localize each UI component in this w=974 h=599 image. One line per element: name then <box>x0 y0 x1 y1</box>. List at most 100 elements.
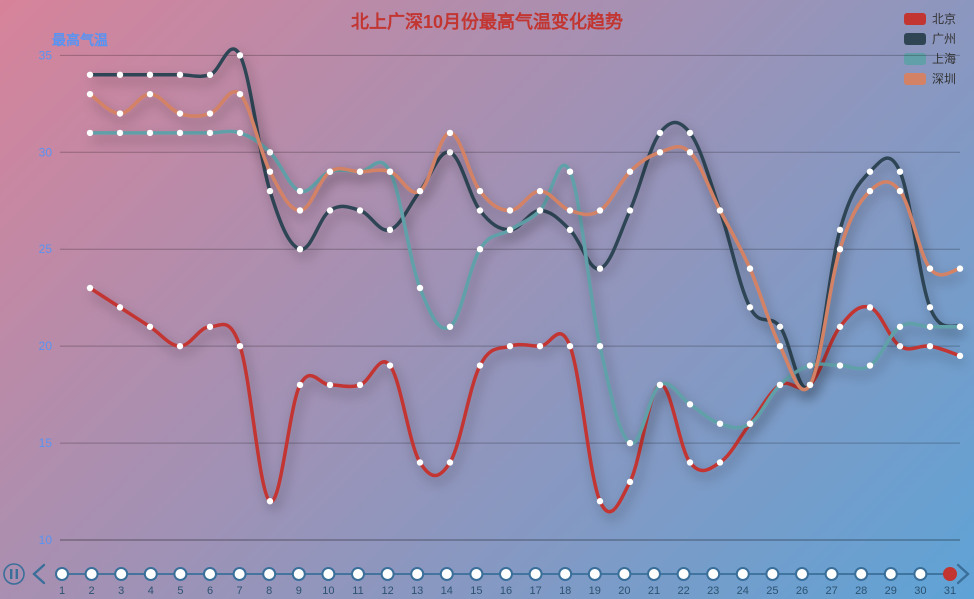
data-point[interactable] <box>477 246 483 252</box>
timeline-point[interactable] <box>115 568 127 580</box>
timeline-point[interactable] <box>441 568 453 580</box>
data-point[interactable] <box>957 265 963 271</box>
data-point[interactable] <box>627 479 633 485</box>
data-point[interactable] <box>837 362 843 368</box>
timeline-point[interactable] <box>737 568 749 580</box>
timeline-point[interactable] <box>263 568 275 580</box>
data-point[interactable] <box>87 91 93 97</box>
data-point[interactable] <box>687 149 693 155</box>
data-point[interactable] <box>237 343 243 349</box>
timeline-point[interactable] <box>470 568 482 580</box>
timeline-point[interactable] <box>885 568 897 580</box>
timeline-point[interactable] <box>618 568 630 580</box>
data-point[interactable] <box>837 227 843 233</box>
data-point[interactable] <box>657 130 663 136</box>
data-point[interactable] <box>627 207 633 213</box>
data-point[interactable] <box>237 52 243 58</box>
data-point[interactable] <box>87 72 93 78</box>
timeline-point[interactable] <box>204 568 216 580</box>
data-point[interactable] <box>837 324 843 330</box>
data-point[interactable] <box>747 420 753 426</box>
data-point[interactable] <box>387 362 393 368</box>
data-point[interactable] <box>657 149 663 155</box>
data-point[interactable] <box>537 188 543 194</box>
data-point[interactable] <box>507 343 513 349</box>
data-point[interactable] <box>837 246 843 252</box>
data-point[interactable] <box>717 459 723 465</box>
timeline-point[interactable] <box>411 568 423 580</box>
data-point[interactable] <box>477 188 483 194</box>
timeline-point[interactable] <box>707 568 719 580</box>
data-point[interactable] <box>177 72 183 78</box>
timeline-point[interactable] <box>86 568 98 580</box>
data-point[interactable] <box>117 304 123 310</box>
data-point[interactable] <box>597 265 603 271</box>
data-point[interactable] <box>147 130 153 136</box>
series-line[interactable] <box>90 288 960 512</box>
data-point[interactable] <box>927 304 933 310</box>
data-point[interactable] <box>897 188 903 194</box>
data-point[interactable] <box>297 207 303 213</box>
data-point[interactable] <box>687 459 693 465</box>
data-point[interactable] <box>237 130 243 136</box>
timeline-point[interactable] <box>648 568 660 580</box>
data-point[interactable] <box>897 324 903 330</box>
data-point[interactable] <box>87 130 93 136</box>
data-point[interactable] <box>567 343 573 349</box>
timeline-point[interactable] <box>944 568 956 580</box>
data-point[interactable] <box>207 72 213 78</box>
data-point[interactable] <box>147 72 153 78</box>
timeline-point[interactable] <box>678 568 690 580</box>
data-point[interactable] <box>387 227 393 233</box>
data-point[interactable] <box>537 343 543 349</box>
data-point[interactable] <box>867 362 873 368</box>
timeline-point[interactable] <box>855 568 867 580</box>
data-point[interactable] <box>777 324 783 330</box>
timeline-prev-icon[interactable] <box>34 565 44 583</box>
timeline-point[interactable] <box>914 568 926 580</box>
timeline-point[interactable] <box>530 568 542 580</box>
timeline-point[interactable] <box>293 568 305 580</box>
data-point[interactable] <box>477 207 483 213</box>
timeline-point[interactable] <box>352 568 364 580</box>
data-point[interactable] <box>297 382 303 388</box>
series-line[interactable] <box>90 49 960 388</box>
data-point[interactable] <box>627 168 633 174</box>
data-point[interactable] <box>447 459 453 465</box>
data-point[interactable] <box>507 227 513 233</box>
timeline-point[interactable] <box>145 568 157 580</box>
timeline-point[interactable] <box>174 568 186 580</box>
data-point[interactable] <box>957 324 963 330</box>
data-point[interactable] <box>327 382 333 388</box>
data-point[interactable] <box>327 207 333 213</box>
data-point[interactable] <box>867 188 873 194</box>
timeline-point[interactable] <box>322 568 334 580</box>
data-point[interactable] <box>327 168 333 174</box>
data-point[interactable] <box>927 324 933 330</box>
data-point[interactable] <box>777 382 783 388</box>
data-point[interactable] <box>87 285 93 291</box>
timeline-point[interactable] <box>796 568 808 580</box>
data-point[interactable] <box>687 401 693 407</box>
data-point[interactable] <box>447 149 453 155</box>
timeline-point[interactable] <box>766 568 778 580</box>
data-point[interactable] <box>177 110 183 116</box>
data-point[interactable] <box>897 168 903 174</box>
data-point[interactable] <box>417 459 423 465</box>
data-point[interactable] <box>387 168 393 174</box>
data-point[interactable] <box>417 188 423 194</box>
data-point[interactable] <box>567 227 573 233</box>
data-point[interactable] <box>267 188 273 194</box>
data-point[interactable] <box>417 285 423 291</box>
timeline-next-icon[interactable] <box>958 565 968 583</box>
data-point[interactable] <box>777 343 783 349</box>
data-point[interactable] <box>207 324 213 330</box>
data-point[interactable] <box>507 207 513 213</box>
data-point[interactable] <box>687 130 693 136</box>
data-point[interactable] <box>747 304 753 310</box>
data-point[interactable] <box>267 168 273 174</box>
data-point[interactable] <box>927 343 933 349</box>
timeline-point[interactable] <box>234 568 246 580</box>
data-point[interactable] <box>627 440 633 446</box>
data-point[interactable] <box>717 420 723 426</box>
